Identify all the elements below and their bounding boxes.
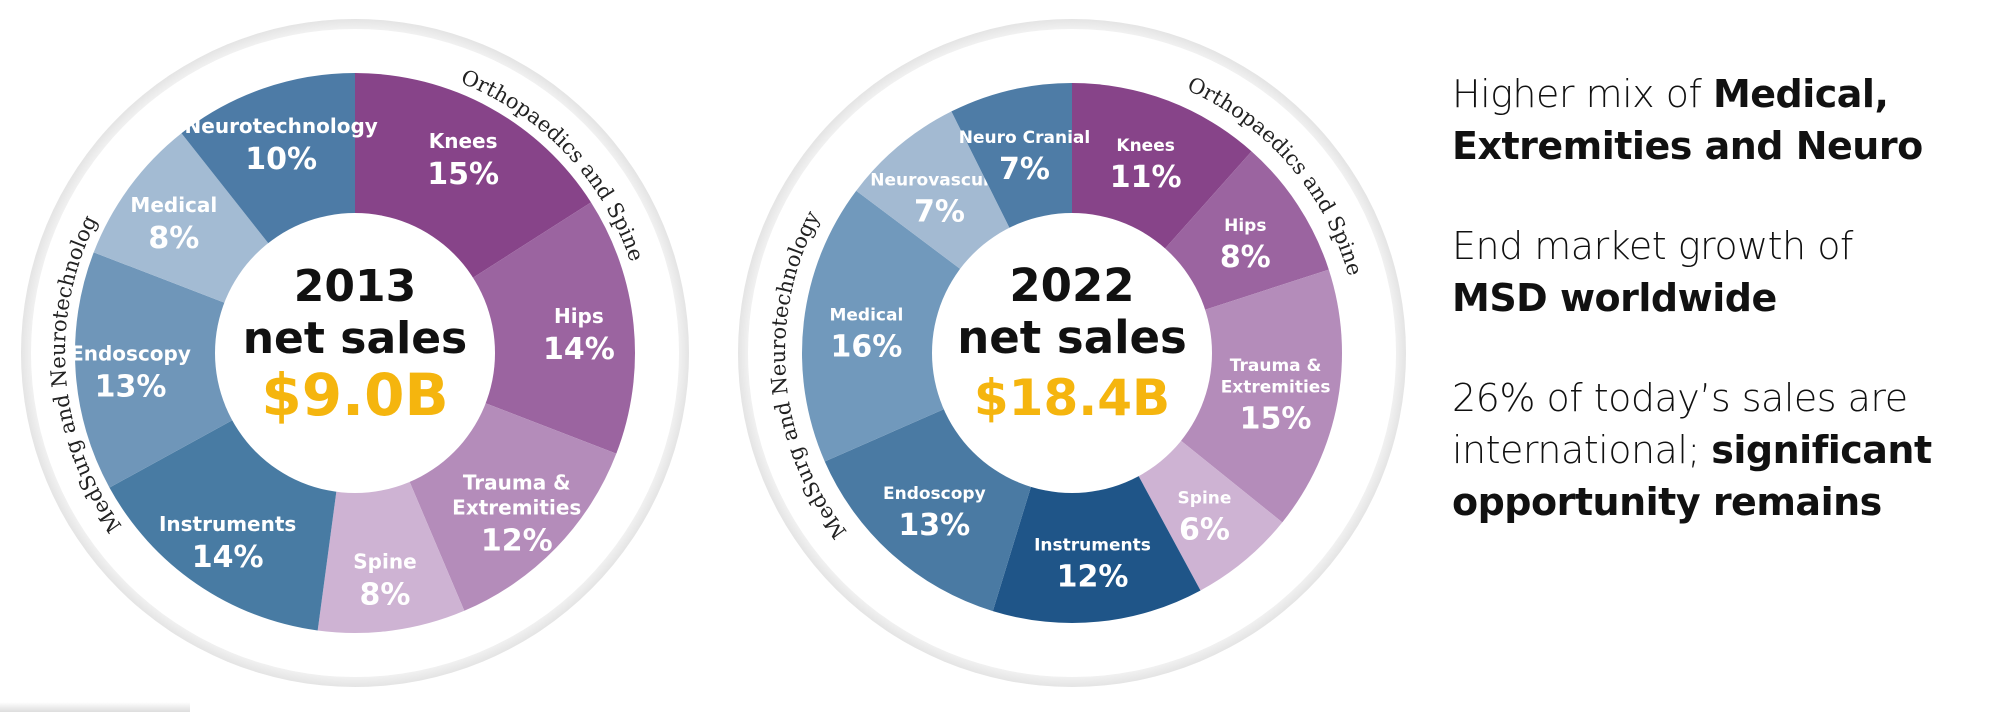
center-year: 2022 <box>1009 259 1134 312</box>
slice-name-label: Endoscopy <box>883 484 986 504</box>
donut-hole <box>215 213 495 493</box>
takeaways-panel: Higher mix of Medical, Extremities and N… <box>1452 68 1992 576</box>
slice-name-label: Knees <box>429 129 498 153</box>
corner-shadow <box>0 702 190 712</box>
slice-name-label: Extremities <box>1221 377 1331 397</box>
center-subtitle: net sales <box>957 311 1187 364</box>
slice-value-label: 6% <box>1179 512 1230 547</box>
slice-name-label: Medical <box>829 305 903 325</box>
takeaway-3-text: 26% of today’s sales are international; <box>1452 376 1908 472</box>
slice-name-label: Hips <box>554 304 604 328</box>
slice-value-label: 8% <box>1220 240 1271 275</box>
donut-chart-2022: Knees 11% Hips 8% Trauma &Extremities 15% Spin… <box>738 19 1406 687</box>
slice-name-label: Medical <box>130 193 217 217</box>
slice-value-label: 11% <box>1110 160 1182 195</box>
slice-value-label: 13% <box>898 508 970 543</box>
slice-name-label: Neurotechnology <box>185 114 378 138</box>
slice-value-label: 12% <box>481 523 553 558</box>
center-total-value: $9.0B <box>261 361 448 429</box>
slice-name-label: Spine <box>1178 488 1232 508</box>
center-subtitle: net sales <box>243 313 468 364</box>
takeaway-2: End market growth of MSD worldwide <box>1452 220 1992 324</box>
slice-value-label: 7% <box>914 194 965 229</box>
slice-name-label: Neurovascular <box>870 170 1009 190</box>
slice-endoscopy <box>75 252 356 488</box>
slice-name-label: Knees <box>1116 136 1174 156</box>
donut-chart-2013: Knees 15% Hips 14% Trauma &Extremities 12% Spi… <box>0 0 689 687</box>
slice-name-label: Spine <box>353 549 416 573</box>
takeaway-3-bold: significant opportunity remains <box>1452 428 1932 524</box>
slice-value-label: 10% <box>245 142 317 177</box>
slice-value-label: 14% <box>192 540 264 575</box>
slice-hips <box>355 202 635 454</box>
slice-value-label: 8% <box>148 221 199 256</box>
takeaway-2-bold: MSD worldwide <box>1452 276 1777 320</box>
slice-name-label: Neuro Cranial <box>959 128 1090 148</box>
slice-name-label: Extremities <box>452 495 581 519</box>
slice-value-label: 12% <box>1057 559 1129 594</box>
center-year: 2013 <box>294 261 416 312</box>
slice-name-label: Hips <box>1224 216 1266 236</box>
slice-name-label: Trauma & <box>1230 356 1322 376</box>
slice-value-label: 15% <box>427 157 499 192</box>
donut-hole <box>932 213 1212 493</box>
slice-value-label: 14% <box>543 332 615 367</box>
slice-value-label: 7% <box>999 152 1050 187</box>
slice-name-label: Instruments <box>159 512 296 536</box>
slice-value-label: 13% <box>95 370 167 405</box>
center-total-value: $18.4B <box>974 369 1170 427</box>
slice-name-label: Trauma & <box>463 470 571 494</box>
takeaway-1-text: Higher mix of <box>1452 72 1713 116</box>
takeaway-1-bold: Medical, Extremities and Neuro <box>1452 72 1923 168</box>
takeaway-3: 26% of today’s sales are international; … <box>1452 372 1992 528</box>
slice-value-label: 15% <box>1240 401 1312 436</box>
slice-value-label: 16% <box>830 329 902 364</box>
takeaway-1: Higher mix of Medical, Extremities and N… <box>1452 68 1992 172</box>
takeaway-2-text: End market growth of <box>1452 224 1853 268</box>
slice-name-label: Instruments <box>1034 535 1151 555</box>
slice-name-label: Endoscopy <box>70 342 191 366</box>
slice-value-label: 8% <box>360 577 411 612</box>
